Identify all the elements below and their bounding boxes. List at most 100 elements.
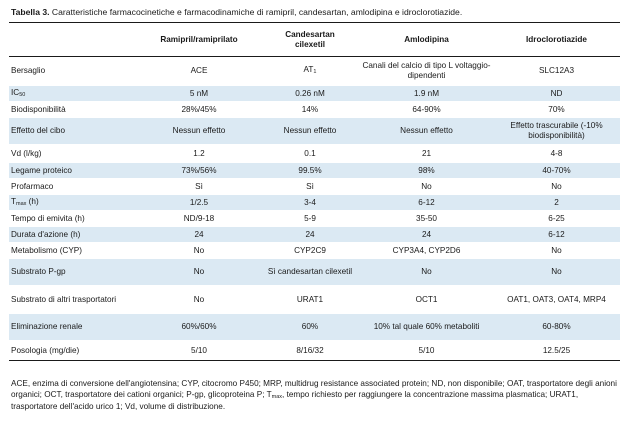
table-cell: No xyxy=(138,285,260,314)
table-cell: No xyxy=(138,258,260,286)
table-cell: No xyxy=(138,242,260,259)
pharmacokinetics-table: Ramipril/ramiprilato Candesartan cilexet… xyxy=(9,22,620,361)
table-row: Biodisponibilità 28%/45% 14% 64-90% 70% xyxy=(9,101,620,118)
table-row: Profarmaco Sì Sì No No xyxy=(9,178,620,195)
table-cell: 21 xyxy=(360,144,493,163)
table-caption: Tabella 3. Caratteristiche farmacocineti… xyxy=(11,6,462,18)
table-cell: 1/2.5 xyxy=(138,194,260,211)
table-cell: URAT1 xyxy=(260,285,360,314)
table-cell: 28%/45% xyxy=(138,101,260,118)
table-cell: AT1 xyxy=(260,56,360,86)
table-cell: No xyxy=(360,258,493,286)
row-label: Biodisponibilità xyxy=(9,101,138,118)
table-cell: SLC12A3 xyxy=(493,56,620,86)
table-row: Substrato di altri trasportatori No URAT1 O… xyxy=(9,285,620,314)
table-cell: 64-90% xyxy=(360,101,493,118)
table-cell: 6-12 xyxy=(360,194,493,211)
header-idroclorotiazide: Idroclorotiazide xyxy=(493,22,620,57)
table-cell: Nessun effetto xyxy=(360,117,493,145)
header-ramipril: Ramipril/ramiprilato xyxy=(138,22,260,57)
table-row: Eliminazione renale 60%/60% 60% 10% tal qua… xyxy=(9,313,620,341)
table-cell: No xyxy=(493,178,620,195)
table-cell: 14% xyxy=(260,101,360,118)
table-cell: 60-80% xyxy=(493,313,620,341)
table-cell: ACE xyxy=(138,56,260,86)
table-footnote: ACE, enzima di conversione dell'angioten… xyxy=(11,379,617,412)
table-cell: 5 nM xyxy=(138,85,260,102)
table-cell: 10% tal quale 60% metaboliti xyxy=(360,313,493,341)
table-cell: 0.1 xyxy=(260,144,360,163)
table-cell: 5-9 xyxy=(260,210,360,227)
table-cell: 2 xyxy=(493,194,620,211)
table-row: IC50 5 nM 0.26 nM 1.9 nM ND xyxy=(9,85,620,102)
table-cell: 6-12 xyxy=(493,226,620,243)
row-label: Metabolismo (CYP) xyxy=(9,242,138,259)
table-row: Tempo di emivita (h) ND/9-18 5-9 35-50 6-25 xyxy=(9,210,620,227)
table-body: Bersaglio ACE AT1 Canali del calcio di tipo… xyxy=(9,56,620,361)
table-cell: Sì xyxy=(260,178,360,195)
row-label: Substrato di altri trasportatori xyxy=(9,285,138,314)
table-cell: 60%/60% xyxy=(138,313,260,341)
caption-label: Tabella 3. xyxy=(11,7,50,17)
table-cell: 4-8 xyxy=(493,144,620,163)
table-cell: 35-50 xyxy=(360,210,493,227)
table-cell: 0.26 nM xyxy=(260,85,360,102)
table-cell: Effetto trascurabile (-10% biodisponibil… xyxy=(493,117,620,145)
table-cell: Nessun effetto xyxy=(260,117,360,145)
row-label: Eliminazione renale xyxy=(9,313,138,341)
table-row: Legame proteico 73%/56% 99.5% 98% 40-70% xyxy=(9,162,620,179)
table-row: Durata d'azione (h) 24 24 24 6-12 xyxy=(9,226,620,243)
row-label: Bersaglio xyxy=(9,56,138,86)
table-header-row: Ramipril/ramiprilato Candesartan cilexet… xyxy=(9,22,620,57)
row-label: Legame proteico xyxy=(9,162,138,179)
table-cell: 8/16/32 xyxy=(260,340,360,361)
table-cell: CYP3A4, CYP2D6 xyxy=(360,242,493,259)
table-cell: 70% xyxy=(493,101,620,118)
table-cell: OAT1, OAT3, OAT4, MRP4 xyxy=(493,285,620,314)
table-cell: 73%/56% xyxy=(138,162,260,179)
table-cell: ND xyxy=(493,85,620,102)
table-cell: 5/10 xyxy=(360,340,493,361)
table-cell: 24 xyxy=(260,226,360,243)
table-cell: CYP2C9 xyxy=(260,242,360,259)
table-cell: 3-4 xyxy=(260,194,360,211)
table-cell: 5/10 xyxy=(138,340,260,361)
table-row: Tmax (h) 1/2.5 3-4 6-12 2 xyxy=(9,194,620,211)
table-cell: No xyxy=(493,242,620,259)
row-label: Posologia (mg/die) xyxy=(9,340,138,361)
table-cell: ND/9-18 xyxy=(138,210,260,227)
table-cell: 60% xyxy=(260,313,360,341)
table-cell: 99.5% xyxy=(260,162,360,179)
table-cell: 6-25 xyxy=(493,210,620,227)
table-row: Metabolismo (CYP) No CYP2C9 CYP3A4, CYP2D6 N… xyxy=(9,242,620,259)
table-cell: 40-70% xyxy=(493,162,620,179)
table-row: Vd (l/kg) 1.2 0.1 21 4-8 xyxy=(9,144,620,163)
table-row: Effetto del cibo Nessun effetto Nessun eff… xyxy=(9,117,620,145)
table-cell: 1.9 nM xyxy=(360,85,493,102)
table-cell: 1.2 xyxy=(138,144,260,163)
table-row: Posologia (mg/die) 5/10 8/16/32 5/10 12.5/25 xyxy=(9,340,620,361)
row-label: IC50 xyxy=(9,85,138,102)
table-cell: No xyxy=(360,178,493,195)
table-row: Bersaglio ACE AT1 Canali del calcio di tipo… xyxy=(9,56,620,86)
row-label: Durata d'azione (h) xyxy=(9,226,138,243)
row-label: Tmax (h) xyxy=(9,194,138,211)
table-cell: 24 xyxy=(138,226,260,243)
row-label: Tempo di emivita (h) xyxy=(9,210,138,227)
table-cell: Sì xyxy=(138,178,260,195)
table-cell: 98% xyxy=(360,162,493,179)
table-cell: 24 xyxy=(360,226,493,243)
table-cell: OCT1 xyxy=(360,285,493,314)
header-empty xyxy=(9,22,138,57)
caption-text: Caratteristiche farmacocinetiche e farma… xyxy=(51,7,463,17)
header-amlodipina: Amlodipina xyxy=(360,22,493,57)
row-label: Profarmaco xyxy=(9,178,138,195)
row-label: Effetto del cibo xyxy=(9,117,138,145)
table-row: Substrato P-gp No Sì candesartan cilexetil… xyxy=(9,258,620,286)
table-cell: Nessun effetto xyxy=(138,117,260,145)
row-label: Substrato P-gp xyxy=(9,258,138,286)
row-label: Vd (l/kg) xyxy=(9,144,138,163)
table-cell: Sì candesartan cilexetil xyxy=(260,258,360,286)
table-cell: No xyxy=(493,258,620,286)
table-cell: 12.5/25 xyxy=(493,340,620,361)
